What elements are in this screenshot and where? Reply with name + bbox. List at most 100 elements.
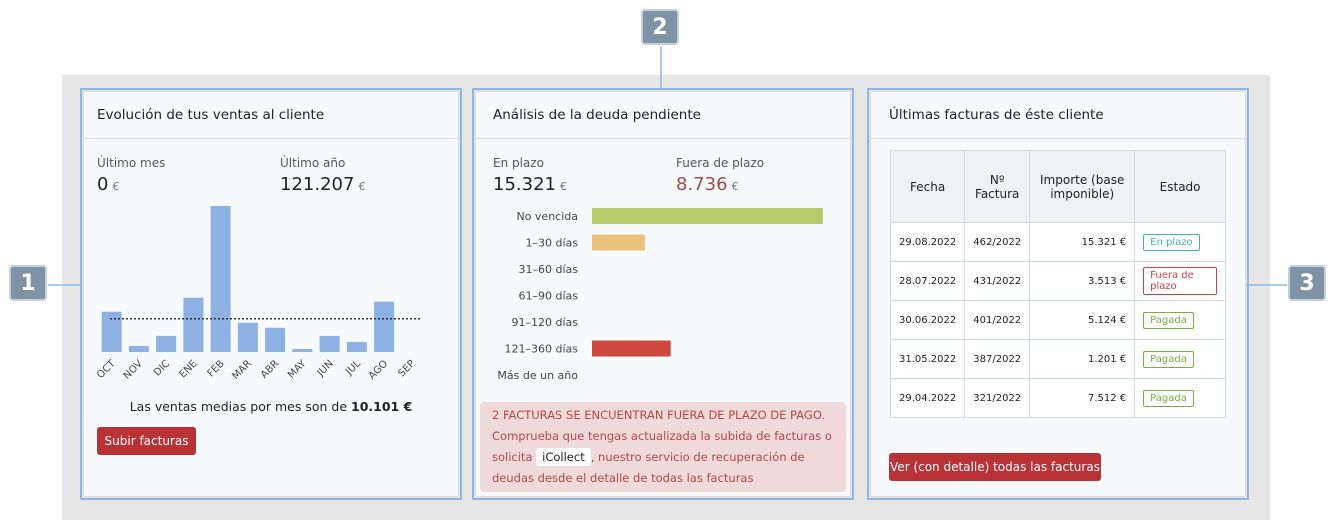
date: 28.07.2022 bbox=[889, 261, 966, 301]
average-text: Las ventas medias por mes son de 10.101 … bbox=[84, 399, 458, 414]
panel-frame bbox=[867, 88, 1249, 500]
divider bbox=[84, 138, 458, 139]
panel-frame bbox=[472, 88, 854, 500]
invoice-number: 387/2022 bbox=[964, 339, 1031, 379]
status-cell: Pagada bbox=[1134, 378, 1226, 418]
stat-label: Fuera de plazo bbox=[676, 156, 765, 170]
date: 30.06.2022 bbox=[889, 300, 966, 340]
invoice-row: 29.08.2022 462/2022 15.321 € En plazo bbox=[889, 222, 1226, 262]
bar bbox=[374, 301, 395, 352]
card-title: Análisis de la deuda pendiente bbox=[493, 107, 701, 123]
status-badge: Pagada bbox=[1143, 311, 1194, 329]
notice-title: 2 FACTURAS SE ENCUENTRAN FUERA DE PLAZO … bbox=[492, 408, 826, 422]
y-tick-label: 1–30 días bbox=[525, 237, 578, 250]
date: 29.08.2022 bbox=[889, 222, 966, 262]
date: 29.04.2022 bbox=[889, 378, 966, 418]
y-tick-label: 91–120 días bbox=[512, 316, 579, 329]
bar bbox=[592, 234, 645, 251]
bar bbox=[210, 205, 231, 352]
amount: 1.201 € bbox=[1029, 339, 1136, 379]
bar bbox=[592, 340, 671, 357]
bar bbox=[101, 311, 122, 352]
all-invoices-button[interactable]: Ver (con detalle) todas las facturas bbox=[889, 453, 1101, 481]
status-badge: Pagada bbox=[1143, 350, 1194, 368]
status-cell: Pagada bbox=[1134, 339, 1226, 379]
bar bbox=[156, 335, 177, 352]
bar bbox=[183, 297, 204, 352]
bar bbox=[265, 327, 286, 352]
amount: 15.321 € bbox=[1029, 222, 1136, 262]
panel-frame bbox=[80, 88, 462, 500]
y-tick-label: Más de un año bbox=[497, 369, 578, 382]
icollect-link[interactable]: iCollect bbox=[536, 448, 591, 466]
average-value: 10.101 € bbox=[351, 399, 413, 414]
stat-value: 15.321 € bbox=[493, 174, 567, 195]
invoice-number: 431/2022 bbox=[964, 261, 1031, 301]
header: Nº Factura bbox=[964, 150, 1031, 223]
stat-label: Último año bbox=[280, 156, 346, 170]
header: Fecha bbox=[889, 150, 966, 223]
header-row: Fecha Nº Factura Importe (base imponible… bbox=[889, 150, 1226, 223]
invoice-number: 321/2022 bbox=[964, 378, 1031, 418]
card-title: Evolución de tus ventas al cliente bbox=[97, 107, 325, 123]
date: 31.05.2022 bbox=[889, 339, 966, 379]
y-tick-label: 61–90 días bbox=[518, 290, 578, 303]
amount: 7.512 € bbox=[1029, 378, 1136, 418]
currency: € bbox=[559, 180, 567, 193]
invoice-row: 30.06.2022 401/2022 5.124 € Pagada bbox=[889, 300, 1226, 340]
bar bbox=[128, 345, 149, 352]
currency: € bbox=[112, 180, 120, 193]
callout: 2 bbox=[641, 9, 679, 45]
callout: 3 bbox=[1288, 265, 1326, 301]
stat-value: 0 € bbox=[97, 174, 119, 195]
status-badge: En plazo bbox=[1143, 233, 1200, 251]
stat-label: En plazo bbox=[493, 156, 544, 170]
text: Las ventas medias por mes son de bbox=[129, 399, 351, 414]
invoice-table: Fecha Nº Factura Importe (base imponible… bbox=[889, 150, 1226, 418]
status-badge: Pagada bbox=[1143, 389, 1194, 407]
status-cell: Fuera de plazo bbox=[1134, 261, 1226, 301]
status-badge: Fuera de plazo bbox=[1143, 267, 1217, 295]
upload-button[interactable]: Subir facturas bbox=[97, 427, 196, 455]
currency: € bbox=[731, 180, 739, 193]
bar bbox=[237, 322, 258, 352]
amount: 5.124 € bbox=[1029, 300, 1136, 340]
value: 0 bbox=[97, 174, 109, 195]
stat-value: 8.736 € bbox=[676, 174, 739, 195]
header: Estado bbox=[1134, 150, 1226, 223]
value: 15.321 bbox=[493, 174, 556, 195]
value: 8.736 bbox=[676, 174, 728, 195]
invoice-row: 28.07.2022 431/2022 3.513 € Fuera de plazo bbox=[889, 261, 1226, 301]
header: Importe (base imponible) bbox=[1029, 150, 1136, 223]
y-tick-label: 121–360 días bbox=[505, 343, 579, 356]
amount: 3.513 € bbox=[1029, 261, 1136, 301]
invoice-row: 31.05.2022 387/2022 1.201 € Pagada bbox=[889, 339, 1226, 379]
bar bbox=[592, 208, 823, 224]
status-cell: En plazo bbox=[1134, 222, 1226, 262]
bar bbox=[319, 335, 340, 352]
notice: 2 FACTURAS SE ENCUENTRAN FUERA DE PLAZO … bbox=[480, 402, 846, 492]
y-tick-label: 31–60 días bbox=[518, 263, 578, 276]
y-tick-label: No vencida bbox=[516, 210, 578, 223]
callout: 1 bbox=[9, 265, 47, 301]
stat-label: Último mes bbox=[97, 156, 166, 170]
invoice-number: 401/2022 bbox=[964, 300, 1031, 340]
value: 121.207 bbox=[280, 174, 355, 195]
bar bbox=[346, 341, 367, 352]
invoice-row: 29.04.2022 321/2022 7.512 € Pagada bbox=[889, 378, 1226, 418]
divider bbox=[476, 138, 850, 139]
stat-value: 121.207 € bbox=[280, 174, 365, 195]
invoice-number: 462/2022 bbox=[964, 222, 1031, 262]
notice-text: Comprueba que tengas actualizada la subi… bbox=[492, 429, 832, 464]
notice-text: , nuestro servicio de recuperación de de… bbox=[492, 450, 805, 485]
currency: € bbox=[358, 180, 366, 193]
divider bbox=[871, 138, 1245, 139]
bar bbox=[292, 348, 313, 352]
status-cell: Pagada bbox=[1134, 300, 1226, 340]
card-title: Últimas facturas de éste cliente bbox=[889, 107, 1104, 123]
